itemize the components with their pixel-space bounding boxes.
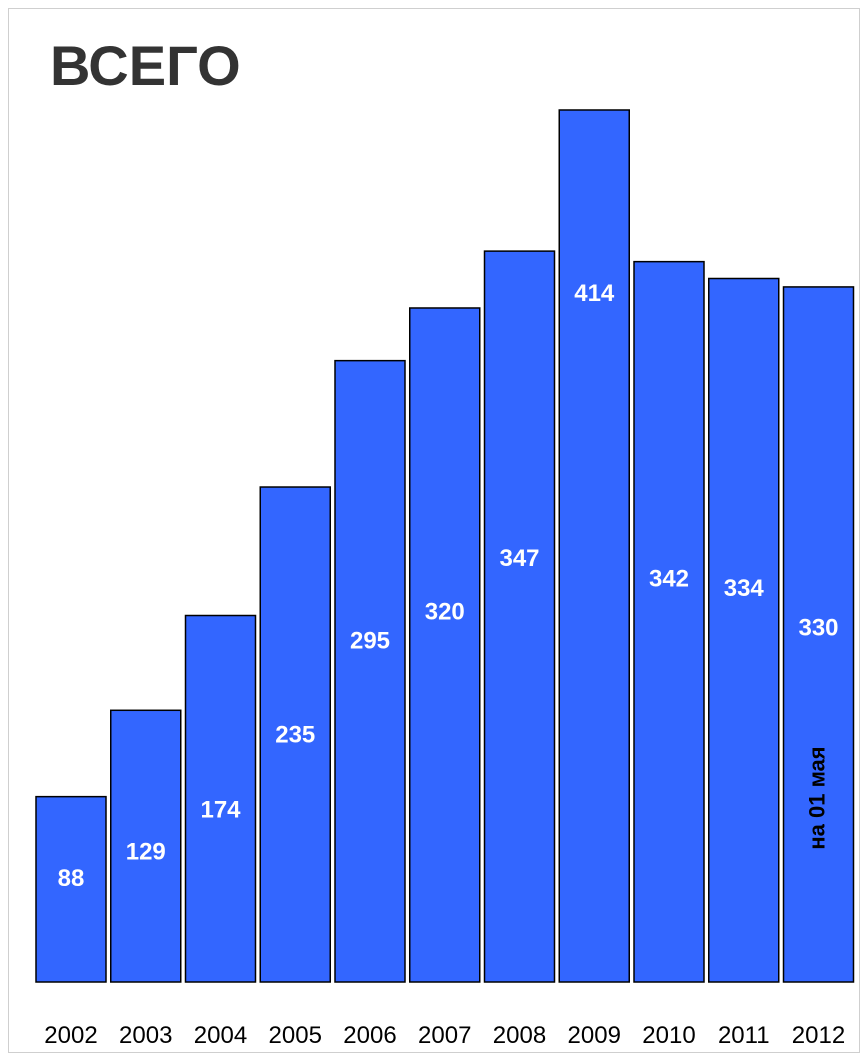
value-label-2007: 320 xyxy=(425,598,465,625)
bar-2004 xyxy=(184,614,257,983)
annotation-2012: на 01 мая xyxy=(804,746,829,849)
value-label-2009: 414 xyxy=(574,280,615,307)
x-tick-label-2009: 2009 xyxy=(568,1022,621,1049)
x-tick-label-2002: 2002 xyxy=(44,1022,97,1049)
x-tick-label-2011: 2011 xyxy=(718,1022,770,1049)
value-label-2005: 235 xyxy=(275,722,315,749)
x-tick-label-2006: 2006 xyxy=(343,1022,396,1049)
bar-2012 xyxy=(782,286,855,983)
bar-2008 xyxy=(483,250,556,983)
x-tick-label-2004: 2004 xyxy=(194,1022,247,1049)
chart-title: ВСЕГО xyxy=(50,34,241,97)
x-tick-label-2005: 2005 xyxy=(269,1022,322,1049)
value-label-2004: 174 xyxy=(200,797,241,824)
value-label-2003: 129 xyxy=(126,839,166,866)
value-label-2010: 342 xyxy=(649,566,689,593)
x-tick-label-2010: 2010 xyxy=(642,1022,695,1049)
bar-2010 xyxy=(633,260,705,983)
value-label-2012: 330 xyxy=(798,615,838,642)
x-tick-label-2007: 2007 xyxy=(418,1022,471,1049)
bar-2002 xyxy=(35,795,107,983)
x-tick-label-2003: 2003 xyxy=(119,1022,172,1049)
bar-2007 xyxy=(409,307,481,983)
x-tick-label-2012: 2012 xyxy=(792,1022,845,1049)
bar-2011 xyxy=(708,277,780,983)
x-tick-label-2008: 2008 xyxy=(493,1022,546,1049)
value-label-2002: 88 xyxy=(58,865,85,892)
value-label-2011: 334 xyxy=(724,575,765,602)
value-label-2006: 295 xyxy=(350,627,390,654)
bar-2005 xyxy=(259,486,331,983)
bar-2009 xyxy=(558,109,630,983)
bar-2003 xyxy=(110,709,182,983)
value-label-2008: 347 xyxy=(499,545,539,572)
bar-2006 xyxy=(334,359,406,983)
